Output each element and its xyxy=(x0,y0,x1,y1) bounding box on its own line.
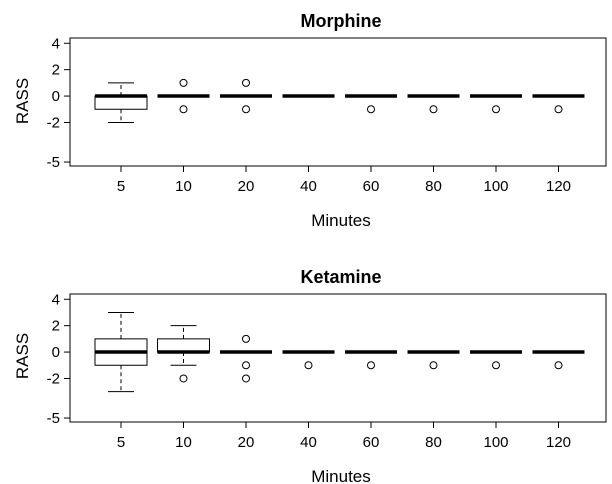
y-tick-label: 2 xyxy=(52,318,60,335)
outlier-point xyxy=(242,374,250,383)
box-5-min xyxy=(94,311,148,393)
ketamine-xlabel: Minutes xyxy=(311,467,371,484)
outlier-point xyxy=(304,361,313,370)
box-60-min xyxy=(345,350,397,370)
box-20-min xyxy=(220,78,272,114)
x-tick-label: 60 xyxy=(363,178,380,195)
y-tick-label: 4 xyxy=(52,35,60,52)
x-tick-label: 80 xyxy=(425,434,442,451)
y-tick-label: -2 xyxy=(47,114,60,131)
outlier-point xyxy=(367,361,375,370)
x-tick-label: 20 xyxy=(238,178,255,195)
outlier-point xyxy=(179,105,188,114)
box-120-min xyxy=(532,94,585,114)
iqr-box xyxy=(157,338,210,353)
x-tick-label: 120 xyxy=(546,434,571,451)
x-tick-label: 10 xyxy=(175,178,192,195)
box-100-min xyxy=(470,350,522,370)
box-120-min xyxy=(532,350,585,370)
morphine-xlabel: Minutes xyxy=(311,211,371,230)
x-tick-label: 10 xyxy=(175,434,192,451)
box-100-min xyxy=(470,94,522,114)
outlier-point xyxy=(492,105,500,114)
iqr-box xyxy=(94,95,148,110)
outlier-point xyxy=(429,105,438,114)
outlier-point xyxy=(242,361,250,370)
y-tick-label: 0 xyxy=(52,88,60,105)
y-tick-label: 2 xyxy=(52,62,60,79)
y-tick-label: -5 xyxy=(47,154,60,171)
x-tick-label: 5 xyxy=(117,434,125,451)
x-tick-label: 40 xyxy=(300,434,317,451)
outlier-point xyxy=(429,361,438,370)
outlier-point xyxy=(242,334,250,343)
morphine-ylabel: RASS xyxy=(13,78,32,124)
morphine-panel: Morphine RASS Minutes 420-2-55 10 20 40 60 80… xyxy=(13,11,607,230)
outlier-point xyxy=(367,105,375,114)
x-tick-label: 20 xyxy=(238,434,255,451)
y-tick-label: 4 xyxy=(52,291,60,308)
x-tick-label: 100 xyxy=(483,178,508,195)
outlier-point xyxy=(179,374,188,383)
ketamine-title: Ketamine xyxy=(300,267,381,287)
x-tick-label: 5 xyxy=(117,178,125,195)
x-tick-label: 40 xyxy=(300,178,317,195)
box-10-min xyxy=(157,325,210,383)
box-80-min xyxy=(407,94,460,114)
x-tick-label: 120 xyxy=(546,178,571,195)
plot-frame xyxy=(69,37,607,167)
x-tick-label: 80 xyxy=(425,178,442,195)
box-10-min xyxy=(157,78,210,114)
x-tick-label: 100 xyxy=(483,434,508,451)
outlier-point xyxy=(242,105,250,114)
x-tick-label: 60 xyxy=(363,434,380,451)
box-60-min xyxy=(345,94,397,114)
box-40-min xyxy=(282,350,335,370)
y-tick-label: -5 xyxy=(47,410,60,427)
outlier-point xyxy=(554,361,563,370)
morphine-title: Morphine xyxy=(301,11,382,31)
outlier-point xyxy=(554,105,563,114)
outlier-point xyxy=(179,78,188,87)
ketamine-ylabel: RASS xyxy=(13,333,32,379)
box-80-min xyxy=(407,350,460,370)
plot-frame xyxy=(69,293,607,423)
ketamine-panel: Ketamine RASS Minutes 420-2-55 10 20 40 60 80… xyxy=(13,267,607,484)
box-5-min xyxy=(94,82,148,123)
y-tick-label: 0 xyxy=(52,344,60,361)
outlier-point xyxy=(242,78,250,87)
box-20-min xyxy=(220,334,272,383)
y-tick-label: -2 xyxy=(47,370,60,387)
outlier-point xyxy=(492,361,500,370)
